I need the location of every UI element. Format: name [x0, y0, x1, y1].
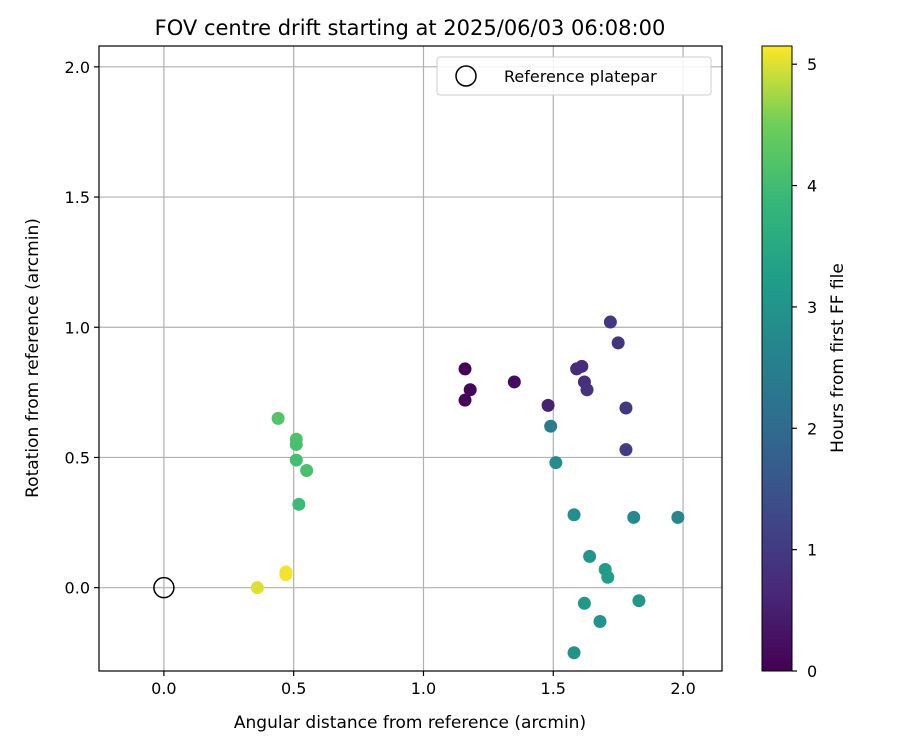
data-point — [549, 456, 563, 470]
data-point — [583, 549, 597, 563]
colorbar-tick-label: 5 — [807, 55, 817, 74]
colorbar-ticks: 0 1 2 3 4 5 — [792, 55, 817, 681]
x-axis-ticks: 0.0 0.5 1.0 1.5 2.0 — [151, 671, 696, 698]
data-point — [544, 419, 558, 433]
legend-box — [436, 56, 712, 96]
colorbar-title: Hours from first FF file — [828, 263, 848, 453]
y-tick-label: 1.5 — [65, 188, 90, 207]
plot-background — [99, 46, 722, 671]
data-point — [601, 570, 615, 584]
data-points — [250, 315, 685, 660]
data-point — [567, 508, 581, 522]
data-point — [611, 336, 625, 350]
data-point — [627, 510, 641, 524]
reference-marker-group — [153, 576, 175, 599]
colorbar-tick-label: 4 — [807, 177, 817, 196]
legend: Reference platepar — [436, 56, 712, 96]
x-tick-label: 1.0 — [411, 679, 436, 698]
legend-label: Reference platepar — [504, 67, 657, 86]
x-axis-title: Angular distance from reference (arcmin) — [234, 713, 586, 733]
legend-reference-marker-icon — [455, 65, 477, 87]
chart-title: FOV centre drift starting at 2025/06/03 … — [155, 16, 666, 40]
data-point — [458, 393, 472, 407]
data-point — [577, 596, 591, 610]
x-tick-label: 0.5 — [281, 679, 306, 698]
data-point — [289, 437, 303, 451]
data-point — [292, 497, 306, 511]
plot-frame — [98, 45, 723, 672]
data-point — [271, 411, 285, 425]
data-point — [580, 383, 594, 397]
data-point — [541, 398, 555, 412]
data-point — [575, 359, 589, 373]
data-point — [603, 315, 617, 329]
data-point — [619, 401, 633, 415]
colorbar-tick-label: 2 — [807, 419, 817, 438]
reference-marker — [153, 576, 175, 599]
data-point — [279, 568, 293, 582]
colorbar-tick-label: 0 — [807, 662, 817, 681]
data-point — [250, 581, 264, 595]
data-point — [300, 463, 314, 477]
data-point — [463, 383, 477, 397]
colorbar-gradient — [761, 45, 793, 672]
y-tick-label: 0.5 — [65, 448, 90, 467]
data-point — [289, 453, 303, 467]
y-tick-label: 2.0 — [65, 58, 90, 77]
y-tick-label: 1.0 — [65, 318, 90, 337]
x-tick-label: 2.0 — [670, 679, 695, 698]
data-point — [567, 646, 581, 660]
y-tick-label: 0.0 — [65, 579, 90, 598]
data-point — [671, 510, 685, 524]
data-point — [593, 615, 607, 629]
x-tick-label: 0.0 — [151, 679, 176, 698]
y-axis-ticks: 0.0 0.5 1.0 1.5 2.0 — [65, 58, 99, 598]
colorbar-tick-label: 3 — [807, 298, 817, 317]
data-point — [632, 594, 646, 608]
x-tick-label: 1.5 — [541, 679, 566, 698]
data-point — [619, 443, 633, 457]
y-axis-title: Rotation from reference (arcmin) — [23, 218, 43, 498]
colorbar-tick-label: 1 — [807, 541, 817, 560]
colorbar: 0 1 2 3 4 5 Hours from first FF file — [761, 45, 848, 681]
data-point — [458, 362, 472, 376]
data-point — [507, 375, 521, 389]
